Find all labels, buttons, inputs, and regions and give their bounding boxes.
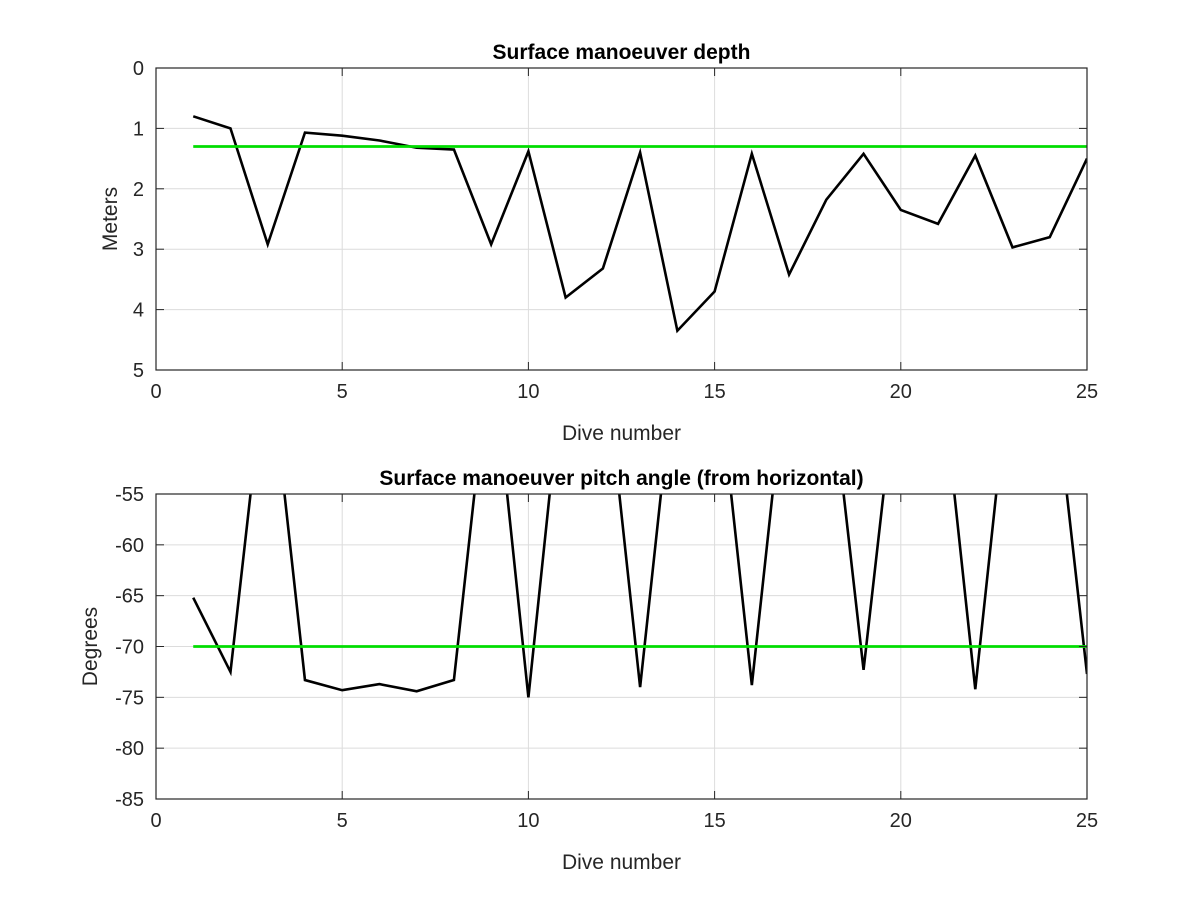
y-tick-label: -55	[115, 484, 144, 506]
y-tick-label: 4	[133, 300, 144, 322]
y-tick-label: 3	[133, 239, 144, 261]
data-line	[192, 115, 1087, 334]
x-axis-label: Dive number	[562, 422, 681, 445]
x-tick-label: 15	[703, 810, 725, 832]
y-tick-label: -65	[115, 586, 144, 608]
y-tick-label: -60	[115, 535, 144, 557]
x-tick-label: 10	[517, 381, 539, 403]
x-tick-label: 15	[703, 381, 725, 403]
x-tick-label: 25	[1076, 810, 1098, 832]
chart-title: Surface manoeuver pitch angle (from hori…	[379, 467, 863, 490]
y-tick-label: -85	[115, 789, 144, 811]
y-tick-label: -70	[115, 637, 144, 659]
y-tick-label: 1	[133, 118, 144, 140]
x-axis-label: Dive number	[562, 851, 681, 874]
y-tick-label: -75	[115, 687, 144, 709]
x-tick-label: 20	[890, 381, 912, 403]
axes-frame	[155, 67, 1088, 371]
data-line	[192, 494, 1087, 698]
x-tick-label: 5	[337, 381, 348, 403]
y-tick-label: 2	[133, 179, 144, 201]
x-tick-label: 5	[337, 810, 348, 832]
plot-area	[156, 68, 1087, 370]
y-axis-label: Meters	[99, 187, 122, 251]
x-tick-label: 25	[1076, 381, 1098, 403]
y-tick-label: -80	[115, 738, 144, 760]
y-tick-label: 5	[133, 360, 144, 382]
y-tick-label: 0	[133, 58, 144, 80]
x-tick-label: 20	[890, 810, 912, 832]
chart-title: Surface manoeuver depth	[493, 41, 751, 64]
x-tick-label: 0	[150, 810, 161, 832]
x-tick-label: 10	[517, 810, 539, 832]
y-axis-label: Degrees	[79, 607, 102, 686]
chart-panel-2: 0 5 10 15 20 25 -55 -60 -65 -70 -75 -80 -85 Surface m…	[79, 467, 1098, 874]
x-tick-label: 0	[150, 381, 161, 403]
